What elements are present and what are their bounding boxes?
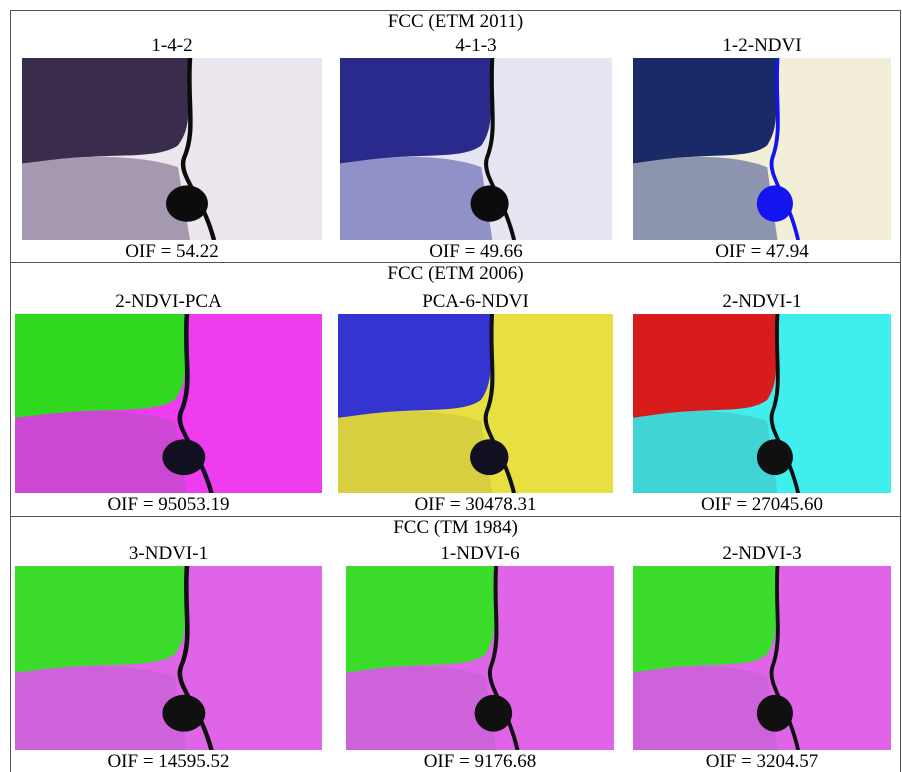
panel-label: PCA-6-NDVI <box>338 292 613 312</box>
satellite-image <box>633 58 891 240</box>
cultivated-land <box>633 566 777 673</box>
oif-caption: OIF = 3204.57 <box>633 752 891 772</box>
cultivated-land <box>15 566 187 673</box>
satellite-image <box>346 566 614 750</box>
panel-label: 2-NDVI-1 <box>633 292 891 312</box>
cultivated-land <box>346 566 496 673</box>
lower-land <box>338 411 492 493</box>
lake <box>757 185 793 221</box>
panel-label: 2-NDVI-PCA <box>15 292 322 312</box>
satellite-image <box>15 566 322 750</box>
oif-caption: OIF = 30478.31 <box>338 495 613 515</box>
panel-label: 1-2-NDVI <box>633 36 891 56</box>
cultivated-land <box>338 314 492 418</box>
satellite-image <box>633 566 891 750</box>
oif-caption: OIF = 54.22 <box>22 242 322 262</box>
lower-land <box>346 666 496 750</box>
lake <box>471 185 509 221</box>
oif-caption: OIF = 9176.68 <box>346 752 614 772</box>
cultivated-land <box>340 58 492 164</box>
cultivated-land <box>15 314 187 418</box>
lake <box>757 695 793 732</box>
lower-land <box>340 157 492 240</box>
lower-land <box>633 411 777 493</box>
lake <box>162 439 205 475</box>
panel-label: 2-NDVI-3 <box>633 544 891 564</box>
oif-caption: OIF = 49.66 <box>340 242 612 262</box>
satellite-image <box>340 58 612 240</box>
lake <box>757 439 793 475</box>
oif-caption: OIF = 47.94 <box>633 242 891 262</box>
satellite-image <box>15 314 322 493</box>
section-title: FCC (ETM 2006) <box>10 264 901 284</box>
lake <box>475 695 513 732</box>
lower-land <box>15 666 187 750</box>
cultivated-land <box>633 314 777 418</box>
lower-land <box>633 666 777 750</box>
panel-label: 3-NDVI-1 <box>15 544 322 564</box>
lower-land <box>22 157 190 240</box>
lower-land <box>633 157 777 240</box>
section-title: FCC (TM 1984) <box>10 518 901 538</box>
lake <box>166 185 208 221</box>
lake <box>162 695 205 732</box>
panel-label: 1-4-2 <box>22 36 322 56</box>
satellite-image <box>22 58 322 240</box>
cultivated-land <box>22 58 190 164</box>
lake <box>470 439 509 475</box>
lower-land <box>15 411 187 493</box>
satellite-image <box>338 314 613 493</box>
cultivated-land <box>633 58 777 164</box>
panel-label: 1-NDVI-6 <box>346 544 614 564</box>
oif-caption: OIF = 14595.52 <box>15 752 322 772</box>
satellite-image <box>633 314 891 493</box>
oif-caption: OIF = 95053.19 <box>15 495 322 515</box>
section-title: FCC (ETM 2011) <box>10 12 901 32</box>
figure: FCC (ETM 2011) 1-4-2 OIF = 54.22 4-1-3 OIF =… <box>0 0 902 772</box>
oif-caption: OIF = 27045.60 <box>633 495 891 515</box>
panel-label: 4-1-3 <box>340 36 612 56</box>
